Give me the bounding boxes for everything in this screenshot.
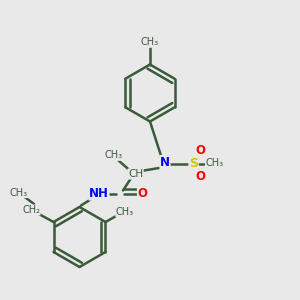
Text: CH₃: CH₃: [104, 150, 122, 161]
Text: CH₃: CH₃: [10, 188, 28, 198]
Text: CH₃: CH₃: [206, 158, 224, 169]
Text: O: O: [195, 143, 206, 157]
Text: S: S: [189, 157, 198, 170]
Text: O: O: [137, 187, 148, 200]
Text: CH: CH: [128, 169, 143, 179]
Text: N: N: [160, 155, 170, 169]
Text: NH: NH: [89, 187, 109, 200]
Text: CH₃: CH₃: [116, 207, 134, 217]
Text: CH₃: CH₃: [141, 37, 159, 47]
Text: CH₂: CH₂: [22, 205, 40, 215]
Text: O: O: [195, 170, 206, 184]
